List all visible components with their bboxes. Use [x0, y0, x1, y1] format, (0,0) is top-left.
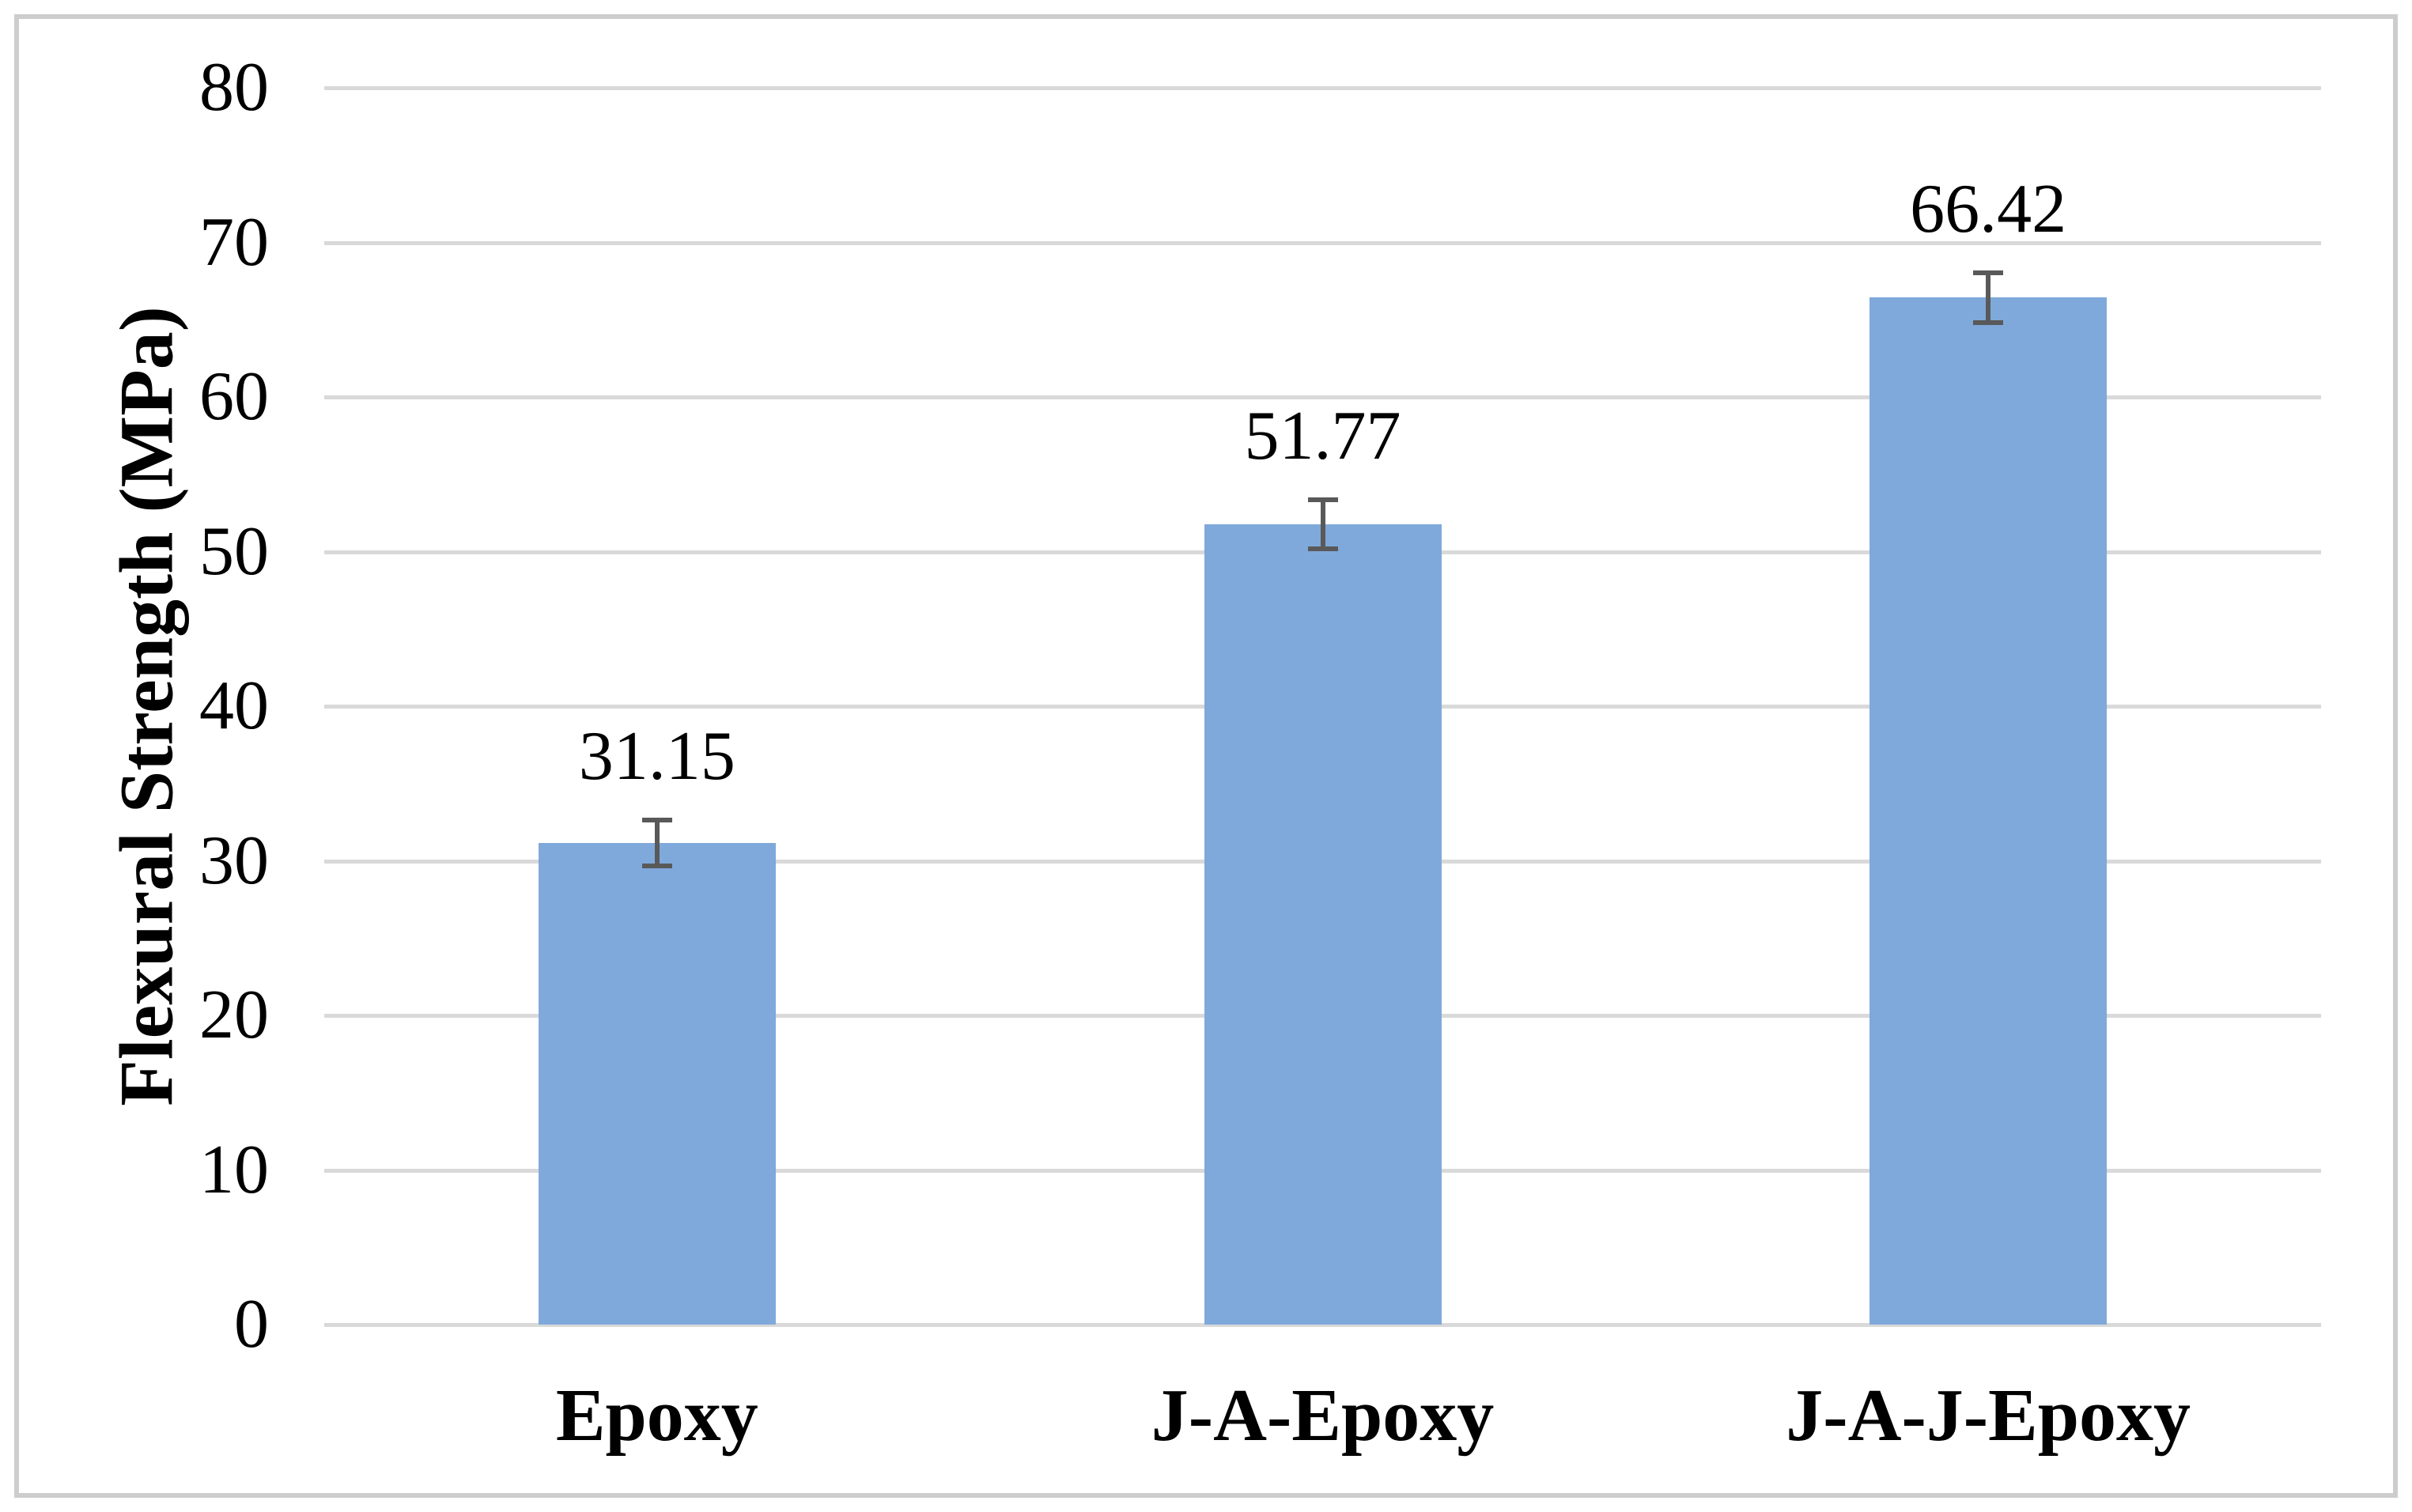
- y-tick-label: 10: [199, 1131, 269, 1208]
- category-label: Epoxy: [555, 1374, 758, 1457]
- bar-value-label: 66.42: [1910, 171, 2067, 248]
- category-label: J-A-Epoxy: [1151, 1374, 1495, 1457]
- bar-value-label: 51.77: [1244, 397, 1401, 474]
- error-bar-cap-top: [1307, 497, 1338, 502]
- error-bar-cap-bottom: [1973, 319, 2004, 325]
- y-tick-label: 80: [199, 49, 269, 126]
- y-tick-label: 50: [199, 512, 269, 590]
- gridline: [324, 395, 2321, 399]
- y-tick-label: 40: [199, 667, 269, 744]
- error-bar-line: [1320, 499, 1325, 550]
- error-bar-cap-bottom: [641, 864, 672, 869]
- y-tick-label: 30: [199, 822, 269, 899]
- error-bar-line: [1986, 273, 1991, 323]
- bar: [1869, 297, 2108, 1325]
- y-tick-label: 70: [199, 203, 269, 281]
- category-label: J-A-J-Epoxy: [1786, 1374, 2191, 1457]
- y-tick-label: 0: [234, 1286, 269, 1363]
- gridline: [324, 1323, 2321, 1327]
- error-bar-line: [654, 819, 660, 867]
- error-bar-cap-top: [641, 817, 672, 822]
- y-tick-label: 60: [199, 358, 269, 435]
- bar: [538, 843, 776, 1325]
- bar: [1204, 524, 1442, 1325]
- bar-value-label: 31.15: [578, 717, 735, 795]
- error-bar-cap-bottom: [1307, 546, 1338, 552]
- gridline: [324, 240, 2321, 245]
- error-bar-cap-top: [1973, 270, 2004, 276]
- y-tick-label: 20: [199, 977, 269, 1053]
- gridline: [324, 86, 2321, 90]
